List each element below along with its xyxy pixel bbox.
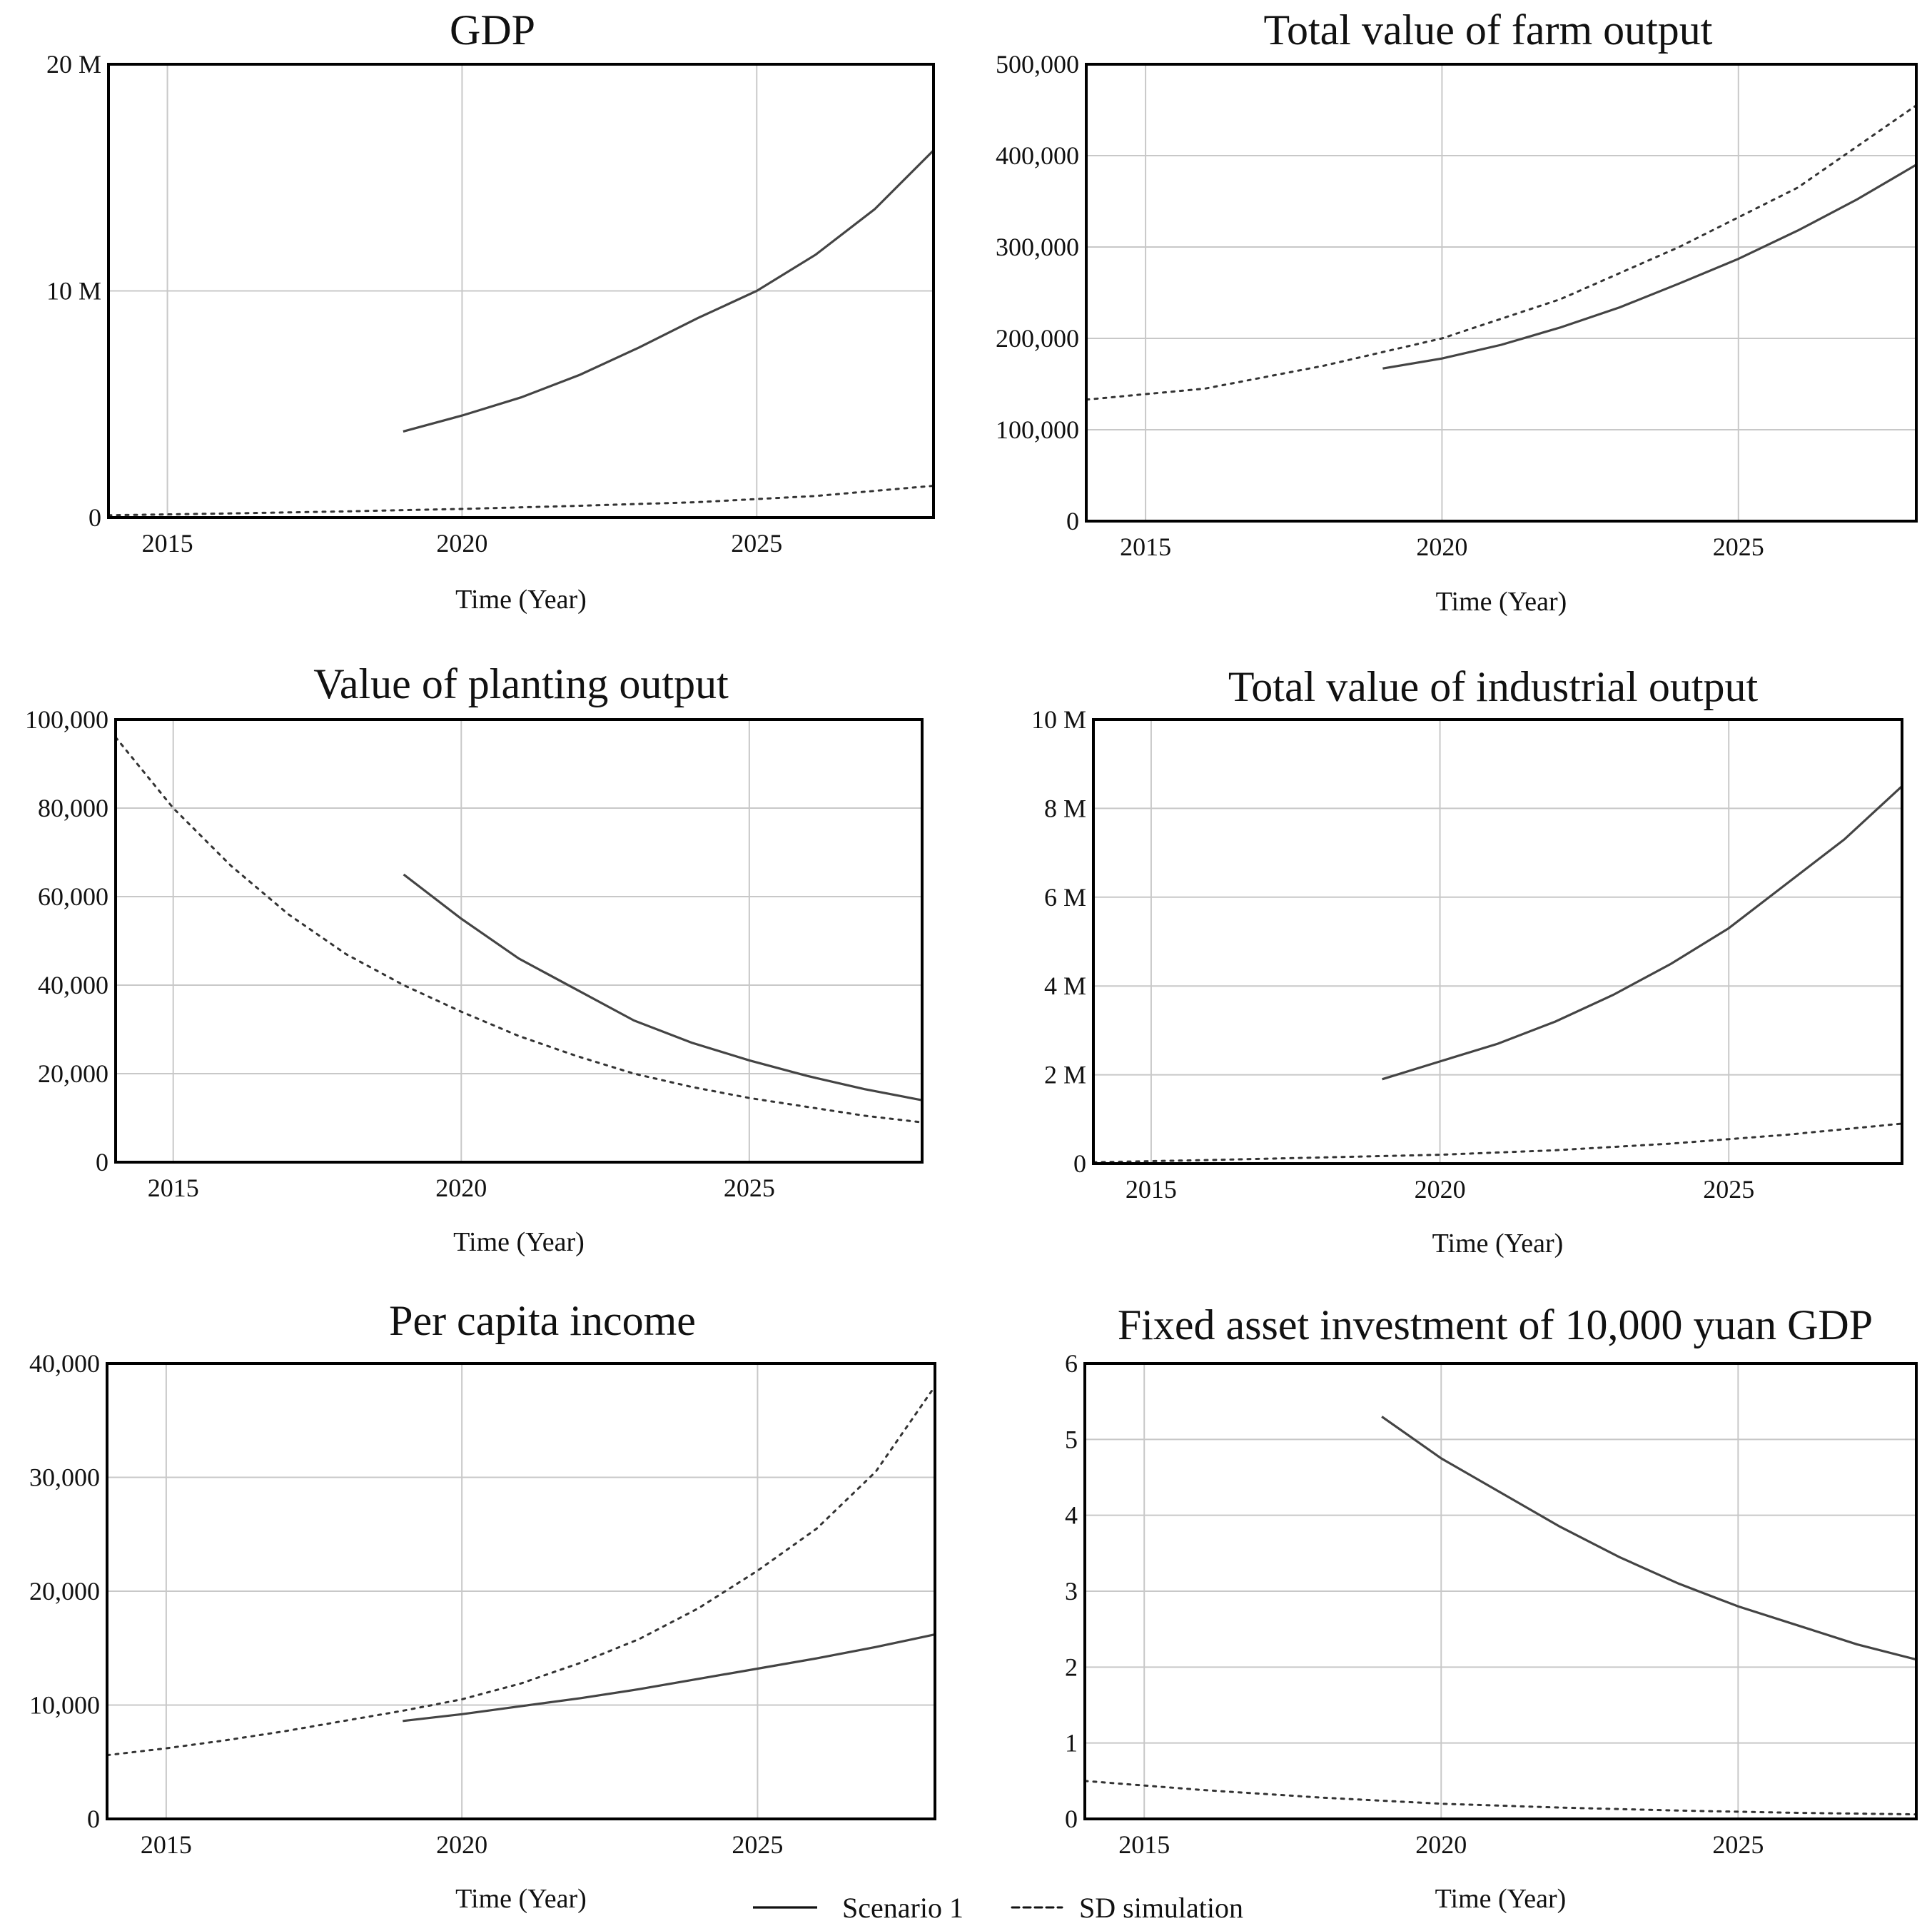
chart-5-ytick-label-3: 30,000: [29, 1463, 100, 1492]
chart-1-xtick-label-0: 2015: [142, 529, 193, 558]
chart-4-ytick-label-3: 6 M: [1044, 883, 1086, 912]
chart-2-ytick-label-5: 500,000: [996, 50, 1079, 79]
chart-4-plot-frame: [1092, 718, 1903, 1165]
chart-5-ytick-label-4: 40,000: [29, 1349, 100, 1378]
chart-1-xlabel: Time (Year): [455, 585, 587, 615]
chart-3-ytick-label-5: 100,000: [25, 705, 108, 734]
chart-5-xtick-label-2: 2025: [732, 1830, 783, 1859]
chart-5-xtick-label-1: 2020: [436, 1830, 487, 1859]
chart-4-ytick-label-0: 0: [1073, 1149, 1086, 1178]
chart-4-xtick-label-0: 2015: [1126, 1175, 1177, 1204]
chart-5-ytick-label-1: 10,000: [29, 1691, 100, 1720]
chart-6-ytick-label-0: 0: [1065, 1805, 1078, 1833]
chart-6-series-sd-simulation: [1083, 1780, 1918, 1816]
chart-1-gdp: GDP 0 10 M 20 M 2015 2020 2025 Time (Year): [46, 6, 935, 615]
chart-2-ytick-label-1: 100,000: [996, 415, 1079, 444]
chart-2-xtick-label-0: 2015: [1120, 533, 1171, 561]
chart-3-ytick-label-4: 80,000: [38, 794, 108, 822]
chart-4-ytick-label-1: 2 M: [1044, 1061, 1086, 1089]
chart-2-series-sd-simulation: [1085, 104, 1918, 401]
chart-5-series-sd-simulation: [106, 1385, 936, 1757]
chart-5-series-scenario-1: [403, 1633, 936, 1723]
chart-3-ytick-label-1: 20,000: [38, 1059, 108, 1088]
chart-3-title: Value of planting output: [313, 660, 729, 707]
chart-4-xlabel: Time (Year): [1432, 1229, 1564, 1259]
chart-1-ytick-label-2: 20 M: [46, 50, 101, 79]
chart-4-series-scenario-1: [1382, 785, 1903, 1081]
chart-1-plot-frame: [107, 63, 935, 519]
chart-2-ytick-label-0: 0: [1066, 507, 1079, 535]
chart-6-xlabel: Time (Year): [1435, 1884, 1567, 1914]
chart-1-title: GDP: [450, 6, 535, 54]
chart-2-xtick-label-2: 2025: [1713, 533, 1764, 561]
chart-4-ytick-label-5: 10 M: [1031, 705, 1086, 734]
chart-6-ytick-label-1: 1: [1065, 1729, 1078, 1758]
chart-6-plot-frame: [1083, 1362, 1918, 1820]
chart-4-xtick-label-1: 2020: [1415, 1175, 1466, 1204]
chart-4-ytick-label-2: 4 M: [1044, 972, 1086, 1000]
chart-3-value-of-planting-output: Value of planting output 0 20,000 40,000 60,…: [25, 660, 924, 1257]
chart-4-total-value-of-industrial-output: Total value of industrial output 0 2 M 4 M 6…: [1031, 663, 1903, 1259]
chart-4-ytick-label-4: 8 M: [1044, 794, 1086, 822]
chart-1-ytick-label-1: 10 M: [46, 277, 101, 306]
chart-3-xtick-label-0: 2015: [148, 1174, 199, 1202]
chart-1-xtick-label-2: 2025: [731, 529, 782, 558]
chart-6-ytick-label-6: 6: [1065, 1349, 1078, 1378]
legend-scenario-1-label: Scenario 1: [842, 1892, 964, 1924]
chart-4-title: Total value of industrial output: [1228, 663, 1759, 710]
chart-3-xtick-label-2: 2025: [724, 1174, 775, 1202]
chart-6-ytick-label-3: 3: [1065, 1577, 1078, 1605]
legend-sd-simulation-label: SD simulation: [1079, 1892, 1243, 1924]
chart-1-series-sd-simulation: [107, 485, 935, 517]
chart-5-per-capita-income: Per capita income 0 10,000 20,000 30,000 40,0…: [29, 1297, 936, 1914]
chart-3-plot-frame: [114, 718, 924, 1164]
chart-3-ytick-label-0: 0: [96, 1148, 108, 1176]
chart-2-plot-frame: [1085, 63, 1918, 523]
chart-5-ytick-label-0: 0: [87, 1805, 100, 1833]
chart-1-series-scenario-1: [403, 149, 935, 433]
chart-2-xtick-label-1: 2020: [1416, 533, 1467, 561]
chart-6-series-scenario-1: [1381, 1416, 1917, 1661]
chart-2-ytick-label-2: 200,000: [996, 324, 1079, 353]
chart-4-xtick-label-2: 2025: [1703, 1175, 1754, 1204]
chart-1-xtick-label-1: 2020: [436, 529, 487, 558]
chart-2-series-scenario-1: [1382, 163, 1917, 370]
chart-3-series-sd-simulation: [114, 736, 924, 1124]
chart-6-ytick-label-5: 5: [1065, 1425, 1078, 1453]
legend: Scenario 1 SD simulation: [753, 1892, 1243, 1924]
chart-6-ytick-label-2: 2: [1065, 1653, 1078, 1681]
chart-4-series-sd-simulation: [1092, 1122, 1903, 1164]
chart-2-title: Total value of farm output: [1264, 6, 1713, 54]
chart-5-xlabel: Time (Year): [455, 1884, 587, 1914]
chart-6-ytick-label-4: 4: [1065, 1501, 1078, 1530]
chart-3-ytick-label-3: 60,000: [38, 882, 108, 911]
chart-6-fixed-asset-investment-of-10-000-yuan-gdp: Fixed asset investment of 10,000 yuan GD…: [1065, 1301, 1918, 1914]
chart-6-xtick-label-2: 2025: [1712, 1830, 1764, 1859]
chart-2-ytick-label-4: 400,000: [996, 141, 1079, 170]
chart-1-ytick-label-0: 0: [88, 503, 101, 532]
chart-3-ytick-label-2: 40,000: [38, 971, 108, 999]
chart-2-total-value-of-farm-output: Total value of farm output 0 100,000 200,00…: [996, 6, 1918, 617]
chart-5-ytick-label-2: 20,000: [29, 1577, 100, 1605]
chart-6-xtick-label-1: 2020: [1415, 1830, 1467, 1859]
chart-5-title: Per capita income: [389, 1297, 696, 1344]
chart-6-title: Fixed asset investment of 10,000 yuan GD…: [1118, 1301, 1873, 1348]
chart-2-xlabel: Time (Year): [1436, 587, 1567, 617]
chart-3-xlabel: Time (Year): [453, 1227, 585, 1257]
chart-5-xtick-label-0: 2015: [141, 1830, 192, 1859]
chart-3-series-scenario-1: [403, 873, 923, 1101]
chart-3-xtick-label-1: 2020: [435, 1174, 487, 1202]
chart-5-plot-frame: [106, 1362, 936, 1820]
chart-2-ytick-label-3: 300,000: [996, 233, 1079, 261]
chart-6-xtick-label-0: 2015: [1118, 1830, 1170, 1859]
